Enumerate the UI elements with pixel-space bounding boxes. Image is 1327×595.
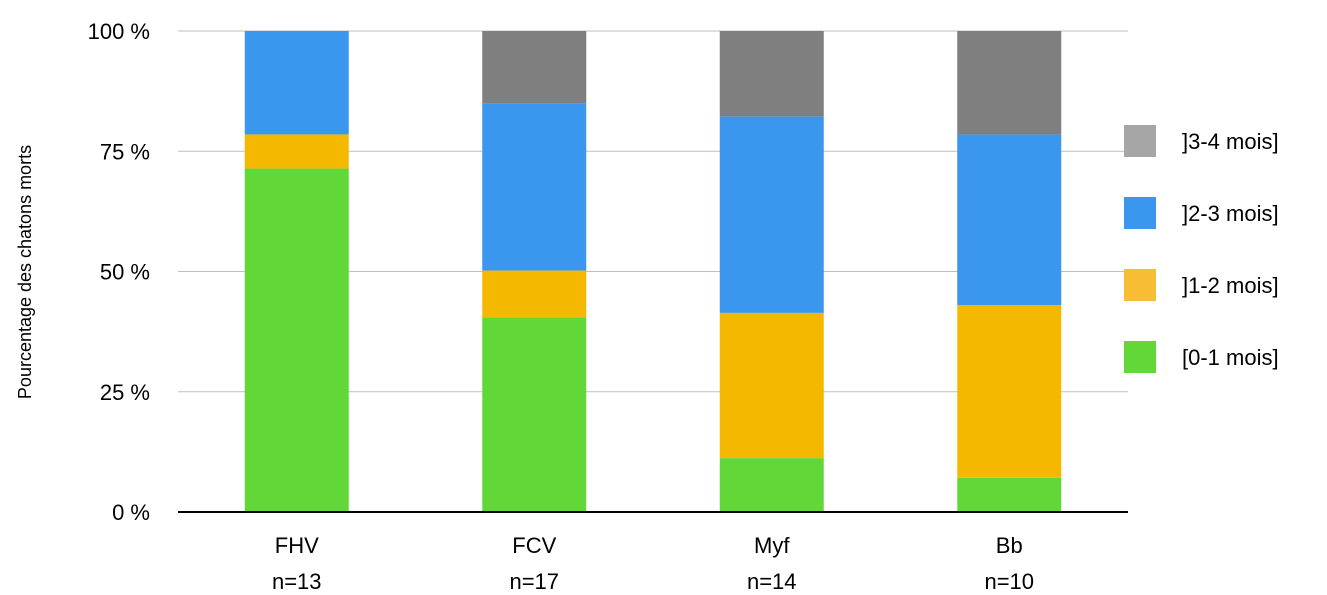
- bar-segment-fcv-1: [482, 270, 587, 318]
- x-category-sublabel: n=14: [747, 569, 797, 594]
- y-tick-labels: 0 % 25 % 50 % 75 % 100 %: [88, 19, 150, 525]
- bar-segment-bb-0: [957, 477, 1062, 512]
- x-category-label: Bb: [996, 533, 1023, 558]
- bar-segment-bb-2: [957, 134, 1062, 306]
- legend: ]3-4 mois] ]2-3 mois] ]1-2 mois] [0-1 mois]: [1124, 125, 1279, 373]
- x-category-label: FCV: [512, 533, 556, 558]
- legend-swatch: [1124, 197, 1156, 229]
- legend-label: [0-1 mois]: [1182, 345, 1279, 370]
- x-category-labels: FHV n=13 FCV n=17 Myf n=14 Bb n=10: [272, 533, 1034, 594]
- y-tick-label: 0 %: [112, 500, 150, 525]
- legend-label: ]2-3 mois]: [1182, 201, 1279, 226]
- bar-segment-fhv-2: [244, 31, 349, 135]
- bar-segment-fhv-1: [244, 134, 349, 169]
- bar-segment-fcv-0: [482, 317, 587, 512]
- legend-label: ]3-4 mois]: [1182, 129, 1279, 154]
- legend-swatch: [1124, 125, 1156, 157]
- bar-segment-bb-3: [957, 31, 1062, 135]
- bar-segment-myf-2: [719, 116, 824, 313]
- legend-swatch: [1124, 269, 1156, 301]
- x-category-sublabel: n=13: [272, 569, 322, 594]
- y-tick-label: 25 %: [100, 380, 150, 405]
- bar-segment-myf-3: [719, 31, 824, 117]
- y-tick-label: 100 %: [88, 19, 150, 44]
- legend-label: ]1-2 mois]: [1182, 273, 1279, 298]
- x-category-sublabel: n=17: [509, 569, 559, 594]
- bar-segment-fcv-2: [482, 103, 587, 271]
- x-category-label: Myf: [754, 533, 790, 558]
- bar-segment-fcv-3: [482, 31, 587, 104]
- bar-segment-bb-1: [957, 305, 1062, 478]
- bar-segment-fhv-0: [244, 168, 349, 513]
- y-tick-label: 75 %: [100, 139, 150, 164]
- bar-segment-myf-1: [719, 312, 824, 459]
- x-category-label: FHV: [275, 533, 319, 558]
- y-tick-label: 50 %: [100, 260, 150, 285]
- y-axis-label: Pourcentage des chatons morts: [15, 145, 35, 399]
- x-category-sublabel: n=10: [984, 569, 1034, 594]
- legend-swatch: [1124, 341, 1156, 373]
- bar-segment-myf-0: [719, 458, 824, 512]
- bars: [244, 31, 1062, 513]
